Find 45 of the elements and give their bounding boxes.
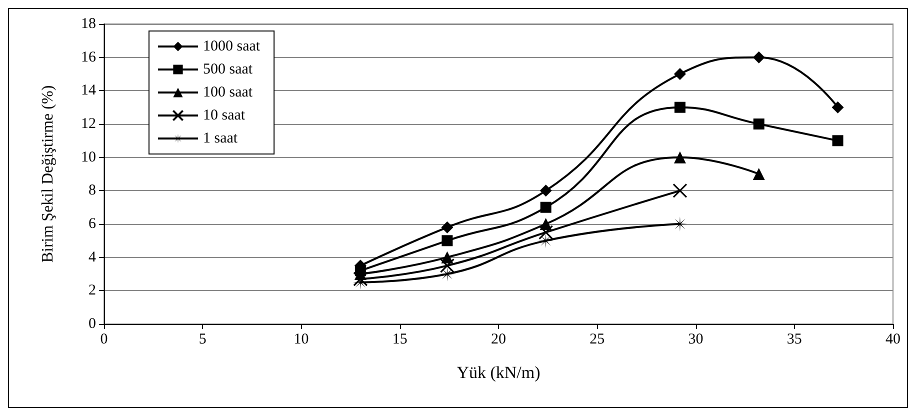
- y-tick-label: 10: [81, 149, 96, 166]
- y-tick-label: 4: [88, 249, 96, 266]
- point: [753, 118, 764, 130]
- x-tick-label: 20: [491, 332, 506, 348]
- y-tick-label: 12: [81, 116, 96, 132]
- y-tick-label: 18: [81, 16, 96, 32]
- x-tick-label: 25: [590, 332, 605, 348]
- legend-label: 1 saat: [203, 130, 238, 146]
- x-tick-label: 0: [100, 332, 108, 348]
- x-axis-title: Yük (kN/m): [456, 363, 540, 382]
- y-tick-label: 0: [88, 316, 96, 332]
- point: [672, 183, 688, 198]
- point: [441, 251, 454, 264]
- point: [540, 202, 552, 213]
- y-tick-label: 14: [81, 82, 96, 99]
- y-tick-label: 6: [88, 216, 96, 232]
- x-tick-label: 35: [786, 332, 802, 348]
- legend-label: 10 saat: [203, 108, 246, 124]
- point: [353, 272, 368, 286]
- y-tick-label: 2: [88, 282, 96, 299]
- point: [674, 68, 686, 80]
- point: [674, 151, 686, 164]
- point: [832, 135, 844, 146]
- point: [832, 101, 844, 114]
- point: [538, 225, 554, 240]
- x-tick-label: 40: [886, 332, 900, 348]
- point: [752, 168, 765, 180]
- x-tick-label: 5: [198, 332, 206, 348]
- y-axis-title: Birim Şekil Değiştirme (%): [40, 85, 56, 263]
- point: [752, 51, 765, 64]
- x-tick-label: 15: [392, 332, 408, 348]
- legend-label: 1000 saat: [203, 38, 261, 54]
- x-tick-label: 30: [688, 332, 704, 348]
- legend-label: 500 saat: [203, 62, 254, 78]
- y-tick-label: 16: [81, 49, 96, 66]
- point: [442, 235, 453, 246]
- point: [441, 221, 454, 234]
- legend-label: 100 saat: [203, 84, 254, 100]
- x-tick-label: 10: [294, 332, 309, 348]
- y-tick-label: 8: [88, 182, 96, 199]
- point: [540, 218, 552, 230]
- point: [538, 233, 554, 248]
- point: [674, 102, 686, 113]
- point: [540, 184, 552, 197]
- point: [440, 258, 455, 273]
